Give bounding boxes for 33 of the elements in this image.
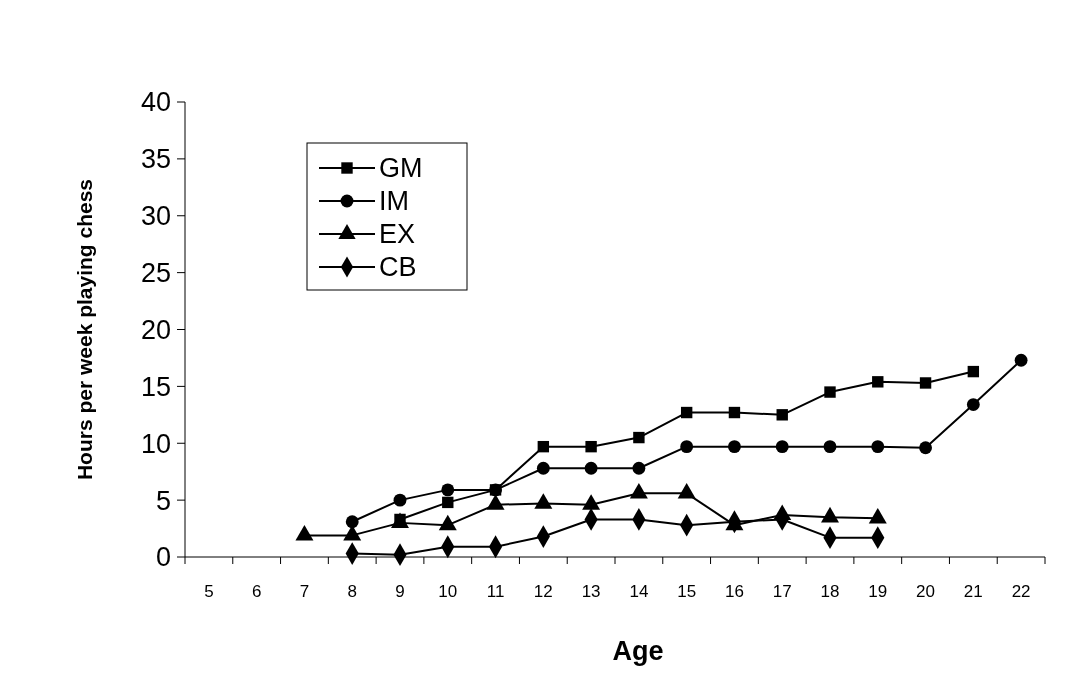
x-tick-label: 17: [772, 582, 792, 601]
legend-label: EX: [379, 219, 416, 250]
x-tick-label: 14: [629, 582, 649, 601]
y-tick-label: 40: [140, 87, 171, 118]
x-tick-label: 16: [724, 582, 744, 601]
x-tick-label: 9: [395, 582, 405, 601]
y-tick-label: 5: [155, 485, 171, 516]
y-tick-label: 15: [140, 371, 171, 402]
x-tick-label: 15: [677, 582, 697, 601]
y-tick-label: 25: [140, 258, 171, 289]
y-tick-label: 20: [140, 314, 171, 345]
x-tick-label: 8: [347, 582, 357, 601]
y-tick-label: 10: [140, 428, 171, 459]
x-tick-label: 20: [916, 582, 936, 601]
x-tick-label: 21: [963, 582, 983, 601]
legend-label: CB: [379, 252, 417, 283]
x-tick-label: 22: [1011, 582, 1031, 601]
x-tick-label: 6: [251, 582, 262, 601]
x-tick-label: 10: [438, 582, 458, 601]
y-tick-label: 0: [155, 542, 171, 573]
x-axis-title: Age: [612, 636, 664, 666]
legend-label: IM: [379, 186, 409, 217]
x-tick-label: 19: [868, 582, 888, 601]
legend-label: GM: [379, 153, 423, 184]
x-tick-label: 5: [204, 582, 214, 601]
y-axis-title: Hours per week playing chess: [73, 178, 96, 481]
y-tick-label: 30: [140, 201, 171, 232]
x-tick-label: 18: [820, 582, 840, 601]
y-tick-label: 35: [140, 144, 171, 175]
x-tick-label: 11: [486, 582, 505, 601]
x-tick-label: 13: [581, 582, 601, 601]
x-tick-label: 12: [533, 582, 553, 601]
x-tick-label: 7: [299, 582, 310, 601]
